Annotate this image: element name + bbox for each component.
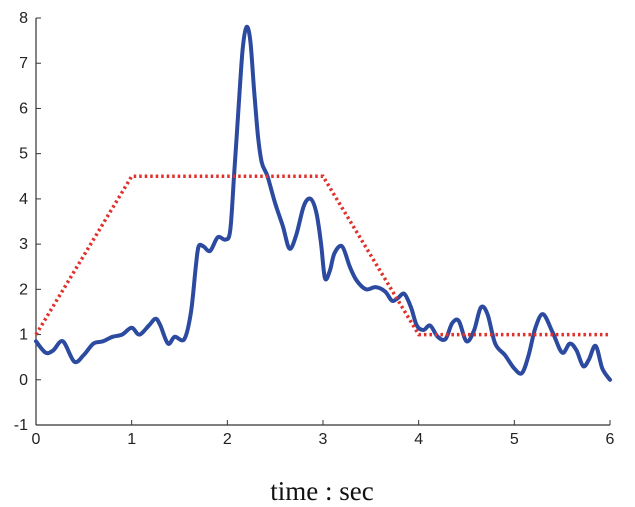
y-tick-label: 8	[19, 10, 28, 27]
y-tick-label: 7	[19, 55, 28, 72]
x-tick-label: 5	[510, 431, 519, 448]
y-tick-label: 0	[19, 372, 28, 389]
x-tick-label: 2	[223, 431, 232, 448]
y-tick-label: -1	[14, 417, 28, 434]
y-tick-label: 2	[19, 281, 28, 298]
y-tick-label: 5	[19, 146, 28, 163]
y-tick-label: 1	[19, 327, 28, 344]
y-tick-label: 3	[19, 236, 28, 253]
plot-axes	[35, 17, 611, 426]
y-tick-label: 4	[19, 191, 28, 208]
y-tick-label: 6	[19, 100, 28, 117]
series-line-measured	[34, 24, 612, 382]
series-layer	[34, 24, 612, 382]
x-tick-label: 4	[414, 431, 423, 448]
series-line-reference	[34, 174, 610, 337]
x-tick-label: 1	[127, 431, 136, 448]
x-axis-label: time : sec	[270, 476, 373, 506]
x-tick-label: 6	[606, 431, 615, 448]
x-tick-label: 0	[32, 431, 41, 448]
x-tick-label: 3	[319, 431, 328, 448]
